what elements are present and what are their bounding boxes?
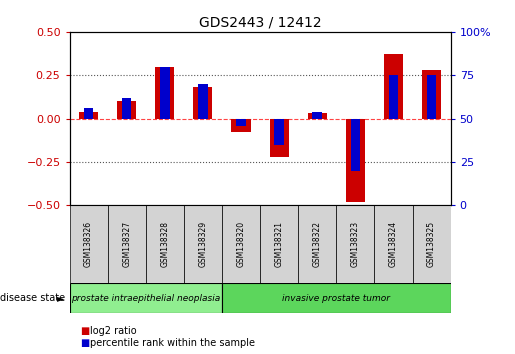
Bar [351, 119, 360, 171]
Bar [108, 205, 146, 283]
Bar [79, 112, 98, 119]
Text: GSM138327: GSM138327 [122, 221, 131, 267]
Text: log2 ratio: log2 ratio [90, 326, 137, 336]
Bar [336, 205, 374, 283]
Title: GDS2443 / 12412: GDS2443 / 12412 [199, 15, 321, 29]
Bar [270, 119, 289, 157]
Text: GSM138325: GSM138325 [427, 221, 436, 267]
Text: disease state: disease state [0, 293, 65, 303]
Bar [146, 205, 184, 283]
Bar [70, 283, 222, 313]
Bar [374, 205, 413, 283]
Text: prostate intraepithelial neoplasia: prostate intraepithelial neoplasia [71, 294, 220, 303]
Bar [122, 98, 131, 119]
Text: GSM138326: GSM138326 [84, 221, 93, 267]
Bar [236, 119, 246, 126]
Bar [184, 205, 222, 283]
Bar [194, 87, 213, 119]
Bar [274, 119, 284, 144]
Bar [160, 67, 169, 119]
Bar [389, 75, 398, 119]
Text: ►: ► [57, 293, 64, 303]
Text: invasive prostate tumor: invasive prostate tumor [282, 294, 390, 303]
Bar [422, 70, 441, 119]
Text: GSM138321: GSM138321 [274, 221, 284, 267]
Bar [84, 108, 93, 119]
Text: GSM138320: GSM138320 [236, 221, 246, 267]
Bar [222, 283, 451, 313]
Bar [70, 205, 108, 283]
Bar [313, 112, 322, 119]
Text: GSM138328: GSM138328 [160, 221, 169, 267]
Text: ■: ■ [80, 326, 89, 336]
Text: GSM138322: GSM138322 [313, 221, 322, 267]
Bar [260, 205, 298, 283]
Bar [117, 101, 136, 119]
Text: percentile rank within the sample: percentile rank within the sample [90, 338, 255, 348]
Text: ■: ■ [80, 338, 89, 348]
Text: GSM138324: GSM138324 [389, 221, 398, 267]
Bar [413, 205, 451, 283]
Bar [198, 84, 208, 119]
Text: GSM138323: GSM138323 [351, 221, 360, 267]
Bar [232, 119, 251, 132]
Bar [156, 67, 175, 119]
Bar [222, 205, 260, 283]
Bar [384, 55, 403, 119]
Text: GSM138329: GSM138329 [198, 221, 208, 267]
Bar [298, 205, 336, 283]
Bar [346, 119, 365, 202]
Bar [427, 75, 436, 119]
Bar [308, 113, 327, 119]
